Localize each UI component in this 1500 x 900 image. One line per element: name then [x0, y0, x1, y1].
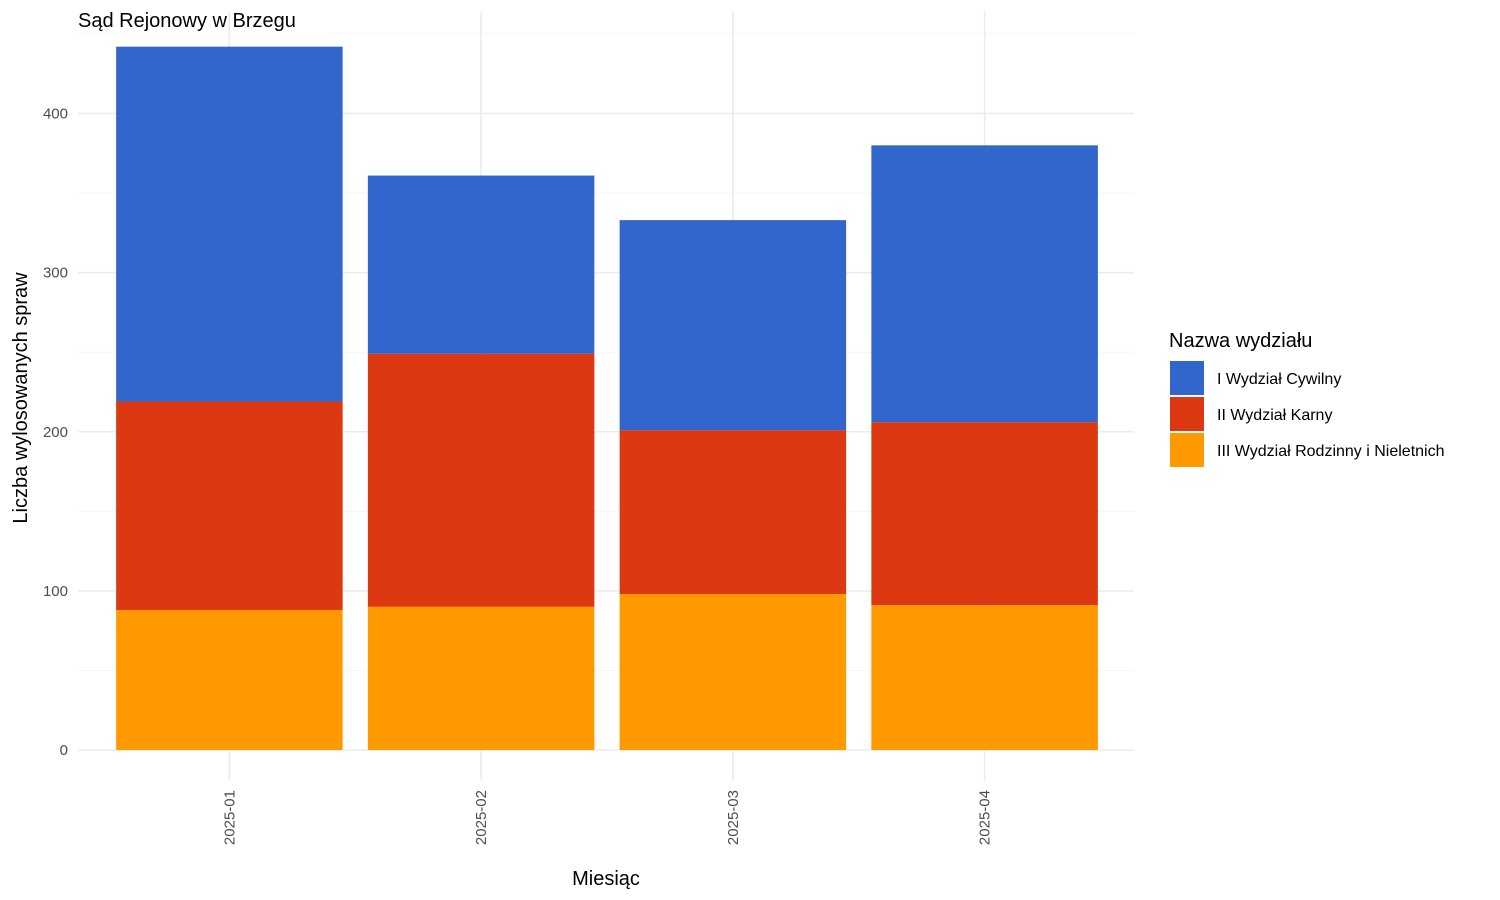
bar-segment	[619, 220, 847, 431]
legend-item: II Wydział Karny	[1170, 397, 1332, 431]
bar-segment	[871, 422, 1098, 606]
legend-swatch	[1170, 397, 1204, 431]
x-tick-label: 2025-01	[221, 790, 238, 845]
legend-item: III Wydział Rodzinny i Nieletnich	[1170, 433, 1445, 467]
y-tick-label: 0	[60, 742, 68, 759]
legend-label: II Wydział Karny	[1217, 407, 1332, 424]
legend-swatch	[1170, 433, 1204, 467]
legend-item: I Wydział Cywilny	[1170, 361, 1341, 395]
y-tick-label: 200	[43, 424, 68, 441]
bar-segment	[116, 401, 343, 610]
y-tick-label: 100	[43, 583, 68, 600]
bar-segment	[367, 353, 595, 607]
bar-segment	[367, 606, 595, 750]
legend-items: I Wydział Cywilny II Wydział Karny III Wyd…	[1170, 361, 1445, 467]
y-axis-title: Liczba wylosowanych spraw	[10, 272, 32, 524]
x-tick-label: 2025-03	[725, 790, 742, 845]
x-tick-label: 2025-02	[473, 790, 490, 845]
x-axis-title: Miesiąc	[572, 868, 640, 890]
y-tick-label: 300	[43, 265, 68, 282]
bars-layer	[116, 46, 1098, 750]
bar-segment	[871, 145, 1098, 423]
x-tick-label: 2025-04	[977, 790, 994, 845]
legend-label: III Wydział Rodzinny i Nieletnich	[1217, 443, 1445, 460]
bar-segment	[116, 46, 343, 402]
bar-segment	[619, 430, 847, 595]
bar-segment	[367, 175, 595, 354]
bar-segment	[871, 605, 1098, 750]
legend-title: Nazwa wydziału	[1169, 330, 1312, 352]
legend: Nazwa wydziału I Wydział Cywilny II Wydzi…	[1169, 330, 1445, 467]
bar-segment	[116, 609, 343, 750]
x-axis-ticks: 2025-01 2025-02 2025-03 2025-04	[221, 790, 993, 845]
y-tick-label: 400	[43, 106, 68, 123]
bar-segment	[619, 594, 847, 750]
y-axis-ticks: 0 100 200 300 400	[43, 106, 68, 760]
legend-label: I Wydział Cywilny	[1217, 371, 1341, 388]
chart-title: Sąd Rejonowy w Brzegu	[78, 10, 296, 32]
legend-swatch	[1170, 361, 1204, 395]
